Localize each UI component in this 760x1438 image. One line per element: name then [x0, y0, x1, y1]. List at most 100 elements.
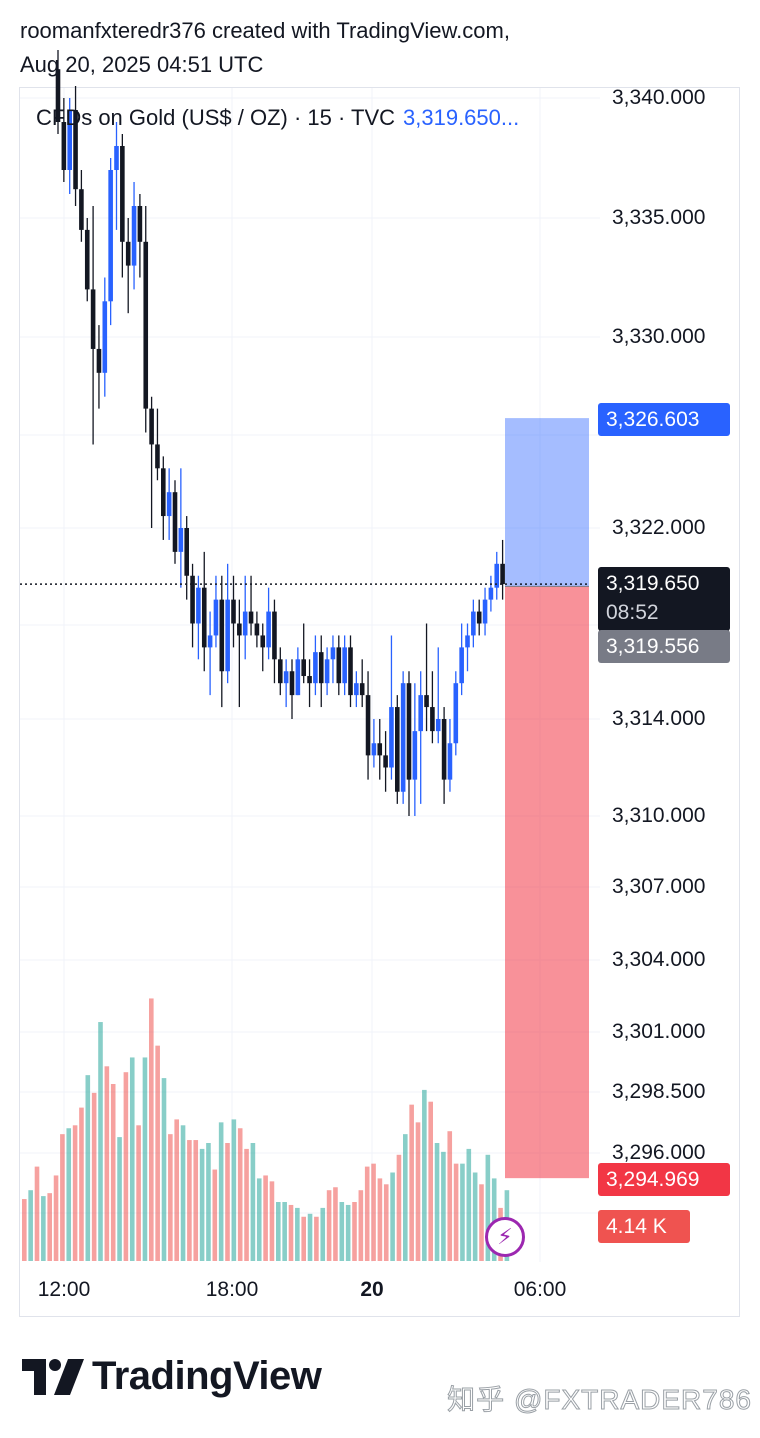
candle-body: [161, 468, 166, 517]
price-axis-label: 3,304.000: [612, 948, 706, 971]
candle-body: [488, 587, 494, 600]
volume-bar: [371, 1163, 376, 1261]
grid-lines: [20, 88, 600, 1262]
volume-bars: [22, 998, 510, 1261]
candle-body: [84, 229, 90, 290]
volume-bar: [174, 1119, 179, 1261]
volume-bar: [460, 1163, 465, 1261]
profit-zone: [505, 418, 589, 587]
volume-bar: [422, 1089, 427, 1261]
price-axis-label: 3,322.000: [612, 516, 706, 539]
volume-bar: [301, 1216, 306, 1261]
price-axis-label: 3,296.000: [612, 1141, 706, 1164]
volume-bar: [136, 1125, 141, 1261]
candle-body: [424, 695, 429, 708]
lightning-icon[interactable]: ⚡: [485, 1217, 525, 1257]
volume-bar: [256, 1178, 262, 1261]
volume-bar: [326, 1190, 332, 1261]
volume-bar: [117, 1137, 122, 1261]
chart-panel[interactable]: [19, 87, 740, 1317]
position-tool: [505, 418, 589, 1179]
candle-body: [231, 599, 236, 624]
candle-body: [102, 301, 108, 373]
volume-tag: 4.14 K: [598, 1210, 690, 1243]
volume-bar: [358, 1190, 364, 1261]
volume-bar: [98, 1022, 103, 1261]
candle-body: [435, 719, 441, 732]
candle-body: [453, 683, 459, 744]
volume-bar: [276, 1202, 281, 1261]
candle-body: [143, 241, 149, 409]
candle-body: [225, 599, 230, 672]
volume-bar: [218, 1122, 224, 1261]
candle-body: [377, 743, 383, 756]
volume-bar: [333, 1187, 338, 1261]
candle-body: [137, 206, 143, 242]
volume-bar: [307, 1213, 313, 1261]
candle-body: [125, 241, 131, 266]
volume-bar: [441, 1151, 446, 1261]
volume-bar: [314, 1216, 319, 1261]
volume-bar: [155, 1045, 160, 1261]
price-axis-label: 3,314.000: [612, 707, 706, 730]
candle-body: [324, 659, 330, 684]
chart-credit: roomanfxteredr376 created with TradingVi…: [20, 14, 510, 82]
candle-body: [213, 599, 219, 636]
candle-body: [412, 731, 418, 780]
candle-body: [131, 206, 137, 266]
price-axis-label: 3,301.000: [612, 1020, 706, 1043]
candle-body: [395, 707, 400, 792]
volume-bar: [466, 1148, 472, 1261]
candle-body: [295, 659, 301, 696]
volume-bar: [428, 1101, 433, 1261]
candle-body: [79, 189, 84, 230]
volume-bar: [250, 1143, 256, 1261]
volume-bar: [180, 1125, 186, 1261]
volume-bar: [110, 1084, 116, 1261]
volume-bar: [352, 1202, 357, 1261]
candle-body: [237, 623, 242, 636]
candle-body: [219, 599, 225, 672]
volume-bar: [263, 1175, 268, 1261]
candle-body: [120, 146, 125, 242]
volume-bar: [142, 1057, 148, 1261]
time-axis-label: 20: [360, 1278, 384, 1301]
volume-bar: [231, 1119, 237, 1261]
price-axis-label: 3,330.000: [612, 325, 706, 348]
volume-bar: [479, 1184, 484, 1261]
price-axis-label: 3,307.000: [612, 875, 706, 898]
time-axis-label: 12:00: [37, 1278, 91, 1301]
candle-body: [201, 587, 207, 648]
candle-body: [96, 348, 102, 373]
candle-body: [406, 683, 412, 780]
volume-bar: [28, 1190, 33, 1261]
candle-body: [272, 611, 277, 660]
volume-bar: [320, 1207, 326, 1261]
candle-body: [301, 659, 306, 677]
volume-bar: [91, 1092, 97, 1261]
candle-body: [114, 146, 119, 170]
candle-body: [318, 652, 324, 684]
candle-body: [307, 676, 312, 684]
volume-bar: [244, 1148, 249, 1261]
volume-bar: [212, 1169, 218, 1261]
credit-line-1: roomanfxteredr376 created with TradingVi…: [20, 18, 510, 43]
loss-zone: [505, 586, 589, 1179]
volume-bar: [41, 1196, 46, 1261]
symbol-legend[interactable]: CFDs on Gold (US$ / OZ) · 15 · TVC 3,319.…: [36, 103, 519, 133]
price-axis-label: 3,340.000: [612, 86, 706, 109]
candle-body: [313, 652, 318, 684]
time-axis-label: 06:00: [513, 1278, 567, 1301]
candle-body: [336, 647, 342, 684]
candle-body: [330, 647, 336, 660]
tradingview-logo-icon: [22, 1358, 84, 1395]
candle-body: [447, 743, 453, 780]
volume-bar: [415, 1122, 421, 1261]
price-axis-label: 3,310.000: [612, 804, 706, 827]
entry-price-tag: 3,319.556: [598, 630, 730, 663]
candle-body: [260, 635, 266, 648]
volume-bar: [47, 1193, 52, 1261]
last-price-value: 3,319.650: [606, 572, 700, 595]
volume-bar: [129, 1057, 135, 1261]
